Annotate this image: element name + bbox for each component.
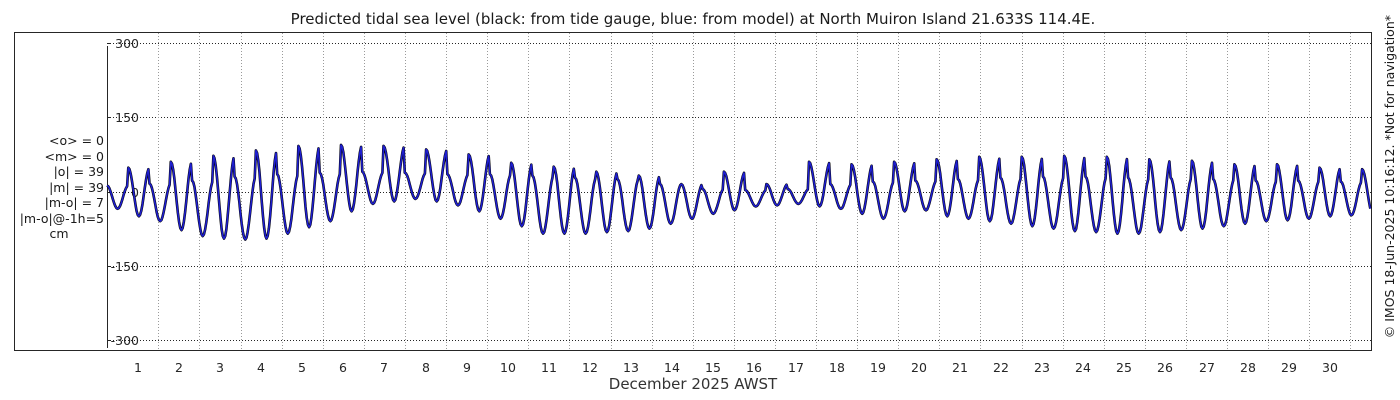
copyright-notice: © IMOS 18-Jun-2025 10:16:12. *Not for na… bbox=[1382, 15, 1397, 339]
x-tick-label: 11 bbox=[541, 360, 557, 375]
x-tick-label: 6 bbox=[339, 360, 347, 375]
chart-title: Predicted tidal sea level (black: from t… bbox=[290, 10, 1096, 28]
x-tick-label: 21 bbox=[952, 360, 968, 375]
x-tick-label: 18 bbox=[829, 360, 845, 375]
x-tick-label: 26 bbox=[1157, 360, 1173, 375]
y-tick-label: 300 bbox=[115, 36, 139, 51]
x-tick-label: 22 bbox=[993, 360, 1009, 375]
x-tick-label: 23 bbox=[1034, 360, 1050, 375]
stat-abs-difference: |m-o| = 7 bbox=[44, 195, 104, 210]
x-tick-label: 20 bbox=[911, 360, 927, 375]
x-tick-label: 24 bbox=[1075, 360, 1091, 375]
x-tick-label: 8 bbox=[422, 360, 430, 375]
y-tick-label: 150 bbox=[115, 110, 139, 125]
y-tick-label: 0 bbox=[131, 185, 139, 200]
x-tick-label: 29 bbox=[1281, 360, 1297, 375]
x-axis-label: December 2025 AWST bbox=[608, 375, 778, 393]
x-tick-label: 2 bbox=[175, 360, 183, 375]
stat-mean-observed: <o> = 0 bbox=[49, 133, 104, 148]
x-tick-label: 17 bbox=[788, 360, 804, 375]
x-tick-label: 13 bbox=[623, 360, 639, 375]
x-tick-label: 14 bbox=[664, 360, 680, 375]
x-tick-label: 27 bbox=[1199, 360, 1215, 375]
x-tick-label: 7 bbox=[380, 360, 388, 375]
x-tick-label: 10 bbox=[500, 360, 516, 375]
stat-abs-difference-lag: |m-o|@-1h=5 bbox=[19, 210, 104, 226]
x-tick-label: 30 bbox=[1322, 360, 1338, 375]
x-tick-label: 19 bbox=[870, 360, 886, 375]
x-tick-label: 3 bbox=[216, 360, 224, 375]
series-model-line bbox=[106, 144, 1372, 241]
stat-abs-model: |m| = 39 bbox=[49, 179, 104, 195]
x-tick-label: 4 bbox=[257, 360, 265, 375]
x-tick-label: 15 bbox=[705, 360, 721, 375]
x-tick-label: 25 bbox=[1116, 360, 1132, 375]
x-tick-label: 1 bbox=[134, 360, 142, 375]
stat-mean-model: <m> = 0 bbox=[44, 148, 105, 164]
x-tick-label: 12 bbox=[582, 360, 598, 375]
x-tick-label: 16 bbox=[746, 360, 762, 375]
stat-unit: cm bbox=[49, 226, 69, 241]
y-tick-label: -300 bbox=[111, 333, 139, 348]
figure-frame bbox=[14, 32, 1372, 351]
x-tick-label: 9 bbox=[463, 360, 471, 375]
x-tick-label: 5 bbox=[298, 360, 306, 375]
statistics-panel: <o> = 0 <m> = 0 |o| = 39 |m| = 39 |m-o| … bbox=[14, 133, 104, 242]
y-tick-label: -150 bbox=[111, 259, 139, 274]
x-tick-label: 28 bbox=[1240, 360, 1256, 375]
stat-abs-observed: |o| = 39 bbox=[53, 164, 104, 179]
